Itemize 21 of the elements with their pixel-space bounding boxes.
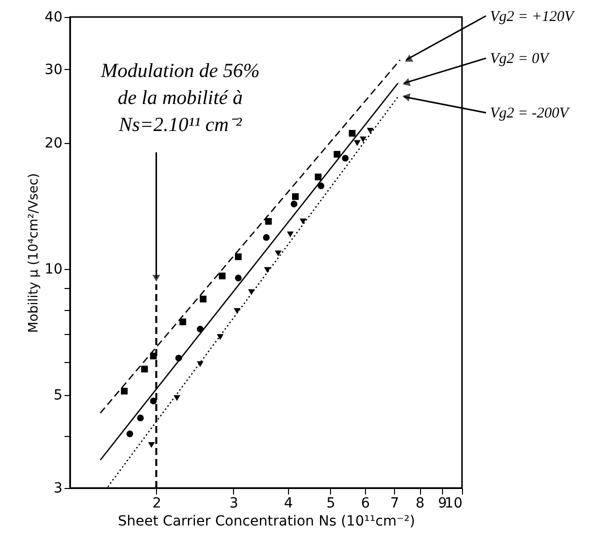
annotation: Modulation de 56% de la mobilité à Ns=2.10¹¹ cm⁻²	[100, 60, 260, 136]
text: Vg2 = 0V	[490, 51, 550, 68]
x-axis-title: Sheet Carrier Concentration Ns (10¹¹cm⁻²)	[118, 514, 416, 530]
text: Vg2 = +120V	[490, 8, 576, 25]
x-tick-label: 2	[152, 496, 162, 512]
x-tick-label: 4	[284, 496, 293, 512]
y-tick-label: 5	[54, 388, 62, 404]
y-tick-label: 3	[54, 480, 62, 496]
y-tick-label: 30	[44, 62, 62, 78]
x-tick-label: 7	[390, 496, 400, 512]
x-tick-label: 5	[326, 496, 336, 512]
x-tick-label: 8	[416, 496, 425, 512]
x-tick-label: 3	[229, 496, 238, 512]
text: Vg2 = -200V	[490, 106, 570, 122]
y-tick-label: 10	[44, 262, 62, 278]
x-tick-label: 10	[444, 496, 462, 512]
x-tick-label: 6	[361, 496, 370, 512]
y-axis-title: Mobility μ (10⁴cm²/Vsec)	[26, 173, 42, 333]
x-tick-label: 9	[438, 496, 447, 512]
y-tick-label: 40	[44, 10, 62, 26]
y-tick-label: 20	[44, 136, 62, 152]
